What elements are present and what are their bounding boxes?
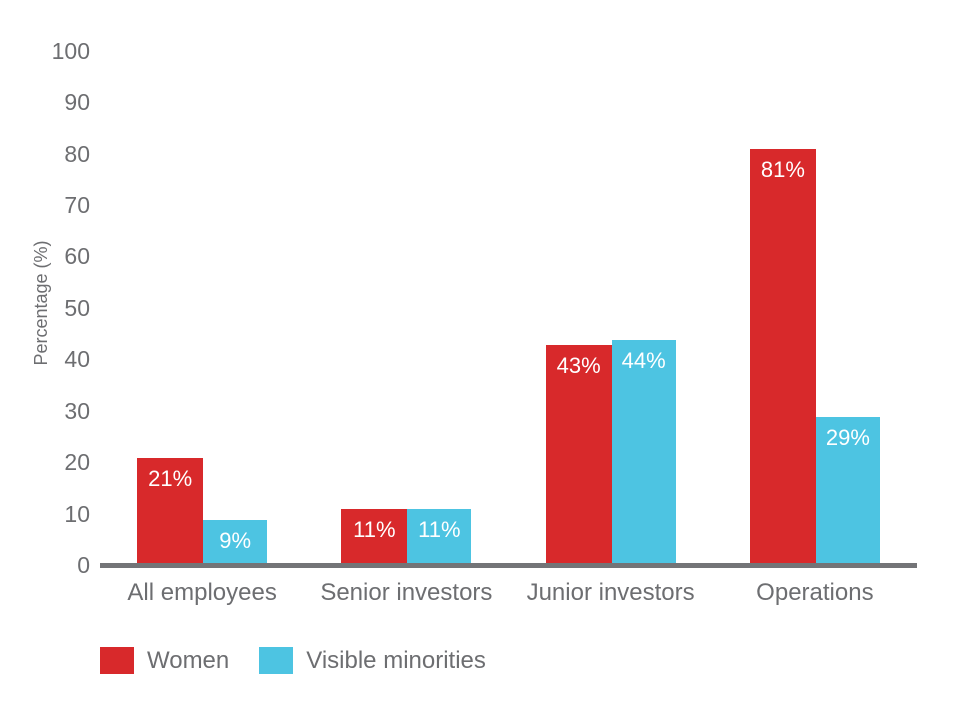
bar-value-label: 11% xyxy=(418,517,461,542)
bar-women-senior-investors: 11% xyxy=(341,509,408,566)
bar-group-all-employees: 21% 9% xyxy=(100,458,304,566)
bar-value-label: 21% xyxy=(148,466,193,491)
y-axis-tick: 10 xyxy=(64,500,90,527)
y-axis-tick: 100 xyxy=(51,37,90,64)
bar-visible-minorities-operations: 29% xyxy=(815,417,880,566)
legend-label: Women xyxy=(147,647,230,674)
y-axis-tick: 20 xyxy=(64,449,90,476)
legend-label: Visible minorities xyxy=(306,647,486,674)
y-axis-tick: 80 xyxy=(64,140,90,167)
bar-women-junior-investors: 43% xyxy=(545,345,612,566)
y-axis-tick: 50 xyxy=(64,294,90,321)
y-axis-tick: 60 xyxy=(64,243,90,270)
bar-value-label: 43% xyxy=(556,353,601,378)
bar-value-label: 44% xyxy=(621,348,666,373)
bar-group-junior-investors: 43% 44% xyxy=(509,340,713,566)
x-axis-label-all-employees: All employees xyxy=(127,579,277,606)
y-axis-tick: 40 xyxy=(64,346,90,373)
y-axis-tick: 0 xyxy=(77,552,90,578)
bar-value-label: 9% xyxy=(219,528,252,553)
legend-item-visible-minorities: Visible minorities xyxy=(259,647,486,674)
y-axis-tick: 70 xyxy=(64,191,90,218)
bar-value-label: 11% xyxy=(353,517,396,542)
legend: Women Visible minorities xyxy=(100,647,486,674)
bar-value-label: 81% xyxy=(760,157,805,182)
bar-value-label: 29% xyxy=(825,425,870,450)
y-axis-tick: 30 xyxy=(64,397,90,424)
legend-swatch-visible-minorities xyxy=(259,647,294,674)
y-axis-tick: 90 xyxy=(64,89,90,116)
bar-group-operations: 81% 29% xyxy=(713,149,917,566)
x-axis-label-operations: Operations xyxy=(756,579,874,606)
x-axis-line xyxy=(100,563,917,568)
bar-group-senior-investors: 11% 11% xyxy=(304,509,508,566)
bar-visible-minorities-all-employees: 9% xyxy=(203,520,268,566)
legend-swatch-women xyxy=(100,647,134,674)
bar-visible-minorities-junior-investors: 44% xyxy=(611,340,676,566)
bar-women-operations: 81% xyxy=(749,149,816,566)
legend-item-women: Women xyxy=(100,647,229,674)
bar-women-all-employees: 21% xyxy=(137,458,204,566)
x-axis-label-junior-investors: Junior investors xyxy=(526,579,695,606)
x-axis-label-senior-investors: Senior investors xyxy=(320,579,493,606)
bar-visible-minorities-senior-investors: 11% xyxy=(407,509,472,566)
